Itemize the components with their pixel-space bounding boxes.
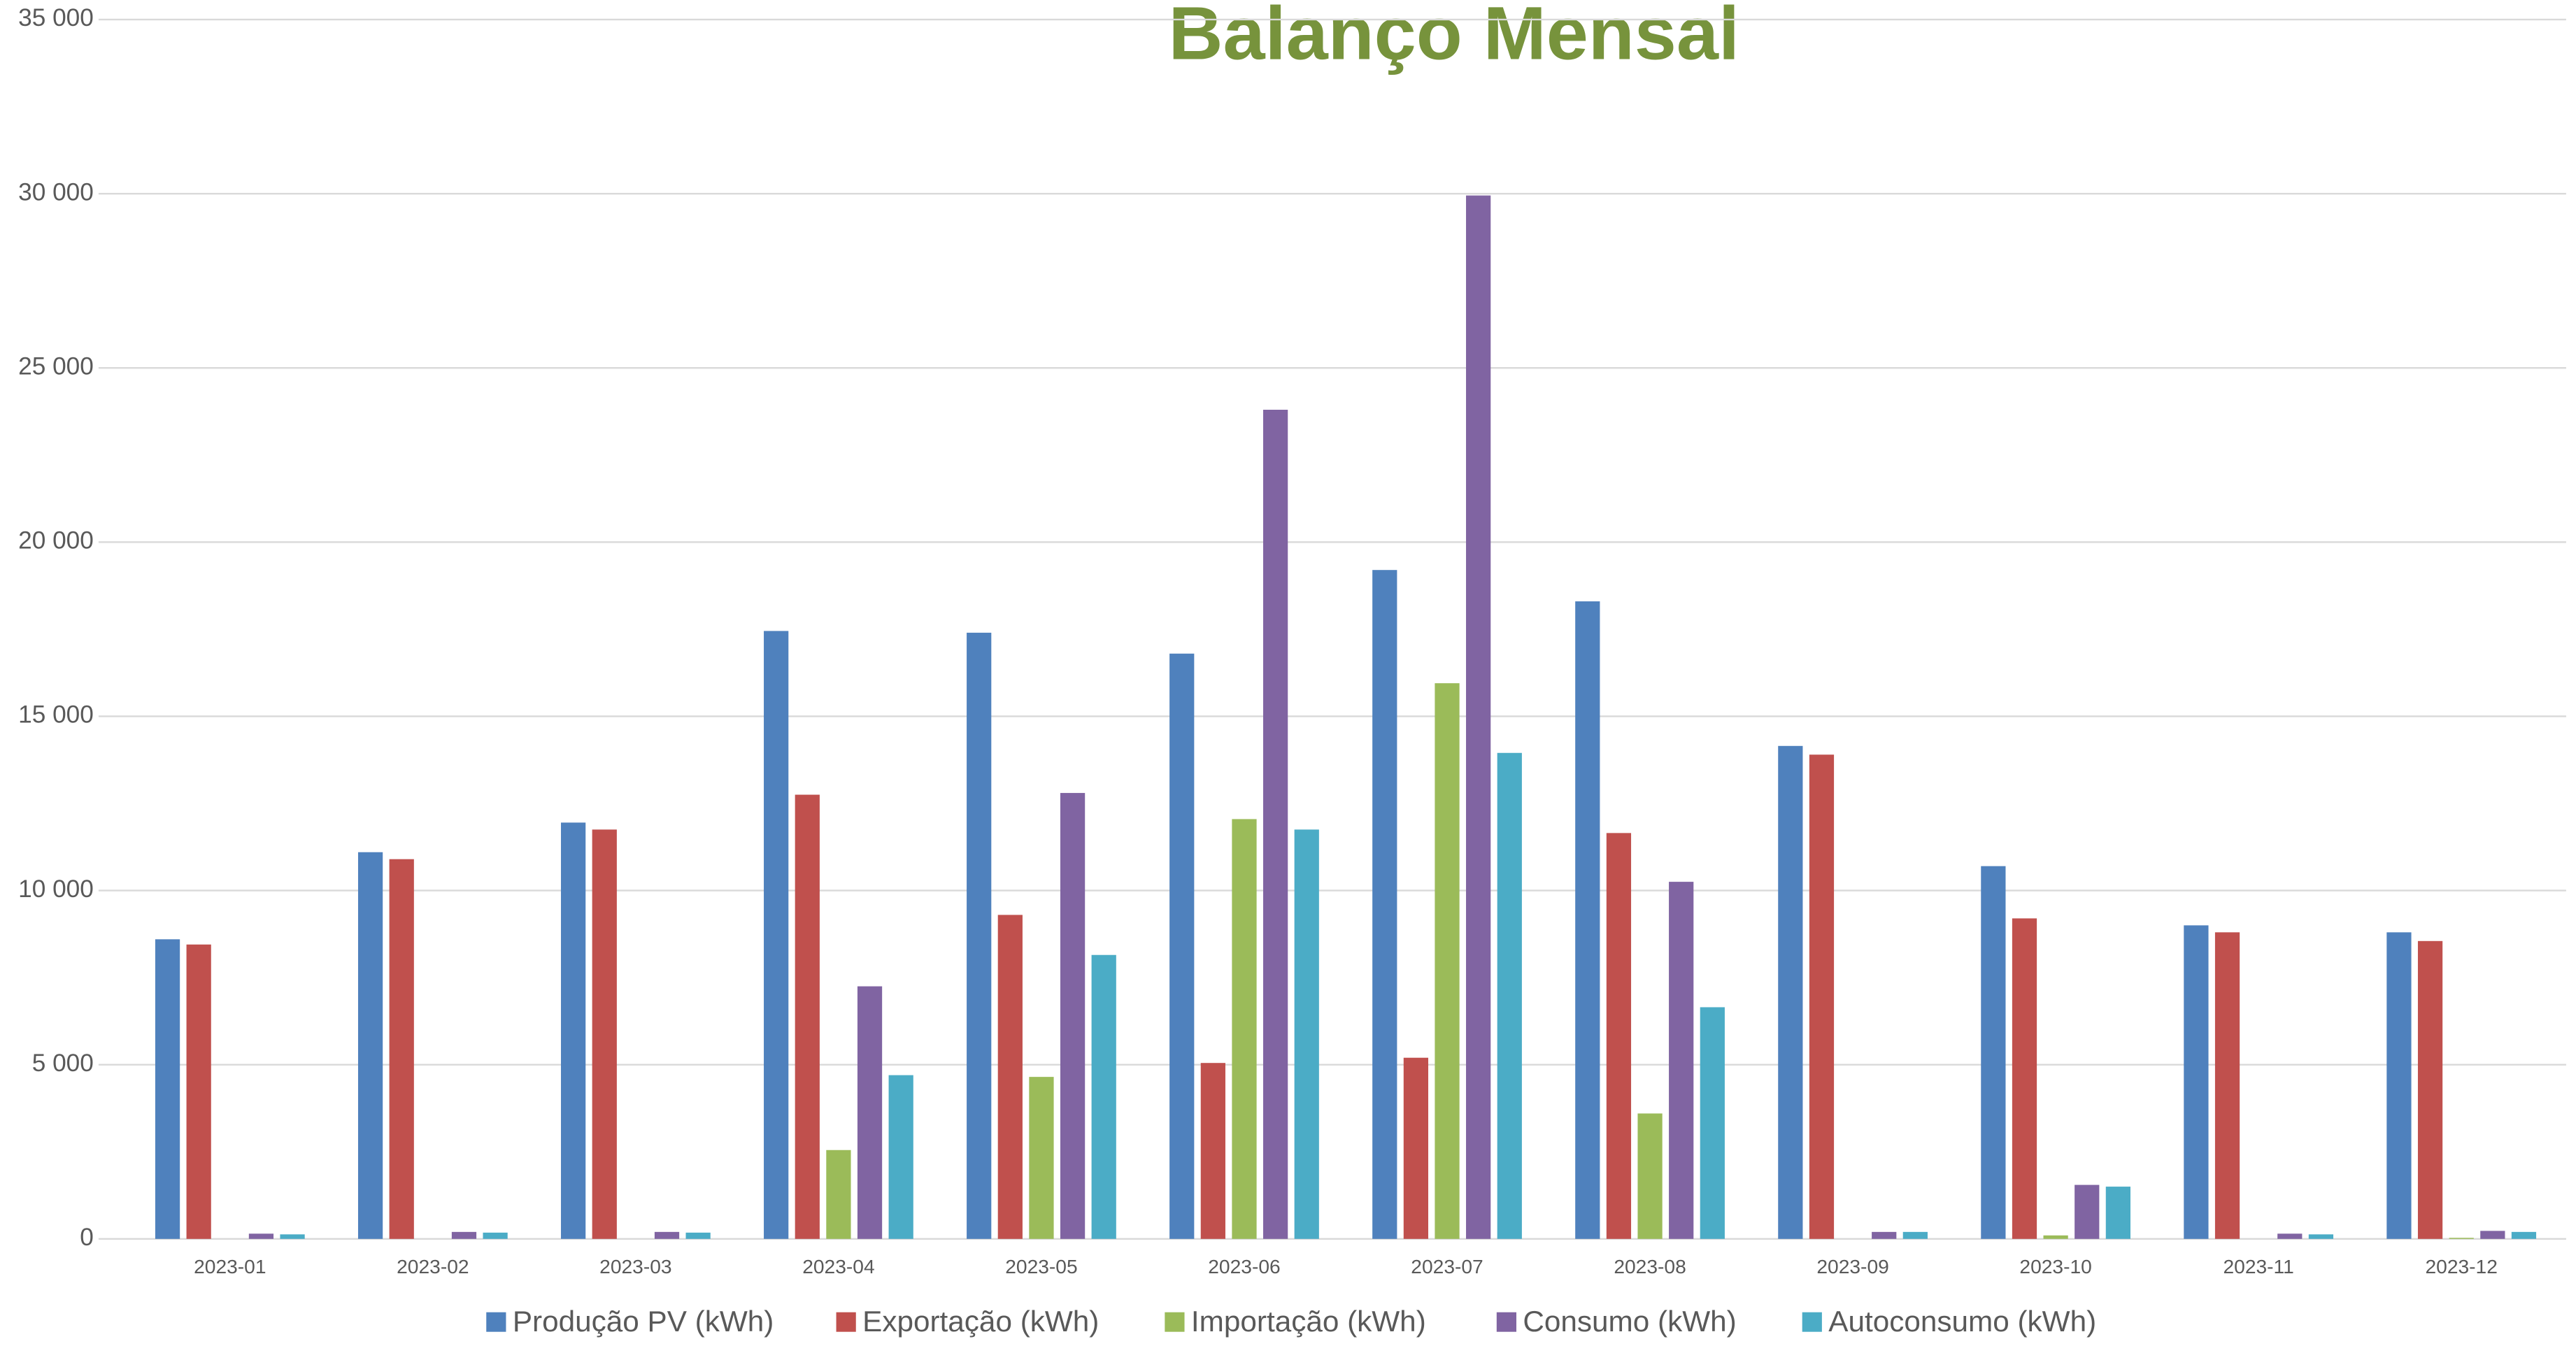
bar	[2308, 1234, 2334, 1239]
y-tick-label: 0	[80, 1224, 94, 1251]
bar	[1091, 954, 1116, 1239]
bar	[1294, 829, 1319, 1239]
bar	[1902, 1231, 1928, 1239]
x-tick-label: 2023-03	[599, 1256, 671, 1277]
bar	[967, 632, 992, 1239]
bar	[1262, 410, 1288, 1239]
bar	[857, 986, 883, 1239]
bar	[1575, 601, 1600, 1239]
x-tick-label: 2023-05	[1005, 1256, 1077, 1277]
bar	[2214, 932, 2240, 1239]
bar	[248, 1233, 274, 1239]
chart-title: Balanço Mensal	[1168, 0, 1739, 75]
bar	[888, 1075, 913, 1239]
y-tick-label: 20 000	[18, 527, 94, 554]
bar	[1606, 833, 1632, 1239]
bar	[1232, 819, 1257, 1239]
legend-swatch	[1802, 1312, 1822, 1332]
bar	[654, 1231, 680, 1239]
bar	[592, 829, 617, 1239]
bar	[1435, 683, 1460, 1239]
x-tick-label: 2023-11	[2223, 1256, 2293, 1277]
y-tick-label: 25 000	[18, 353, 94, 380]
y-tick-label: 30 000	[18, 178, 94, 206]
y-tick-label: 15 000	[18, 701, 94, 729]
legend-label: Importação (kWh)	[1191, 1305, 1426, 1338]
y-tick-label: 35 000	[18, 4, 94, 31]
bar	[1497, 752, 1522, 1239]
bar	[2480, 1231, 2505, 1239]
bar	[1169, 653, 1195, 1239]
bar	[997, 915, 1023, 1239]
bar	[1403, 1057, 1429, 1239]
bar	[1029, 1077, 1054, 1239]
legend-label: Autoconsumo (kWh)	[1828, 1305, 2096, 1338]
legend-label: Consumo (kWh)	[1523, 1305, 1736, 1338]
bar	[2417, 940, 2443, 1239]
bar	[1778, 745, 1803, 1239]
legend-label: Produção PV (kWh)	[513, 1305, 774, 1338]
bar	[2043, 1235, 2068, 1239]
x-tick-label: 2023-07	[1411, 1256, 1483, 1277]
bar	[2075, 1184, 2100, 1239]
bar	[2012, 918, 2037, 1239]
bar	[1060, 793, 1086, 1239]
x-tick-label: 2023-08	[1614, 1256, 1686, 1277]
x-tick-label: 2023-01	[194, 1256, 266, 1277]
bar	[2386, 932, 2412, 1239]
bar	[155, 939, 180, 1239]
bar	[1700, 1007, 1725, 1239]
x-tick-label: 2023-06	[1208, 1256, 1280, 1277]
bar	[389, 859, 414, 1239]
bar	[1372, 570, 1397, 1239]
bar	[1981, 866, 2006, 1239]
bar	[186, 944, 211, 1239]
bar	[357, 852, 383, 1239]
legend-swatch	[486, 1312, 506, 1332]
x-tick-label: 2023-09	[1816, 1256, 1888, 1277]
legend-swatch	[836, 1312, 856, 1332]
bar	[451, 1231, 477, 1239]
bar	[1466, 195, 1491, 1239]
bar	[2277, 1233, 2303, 1239]
bar	[1809, 754, 1835, 1239]
legend-label: Exportação (kWh)	[862, 1305, 1099, 1338]
bar	[483, 1232, 508, 1239]
bar	[280, 1234, 305, 1239]
x-tick-label: 2023-10	[2019, 1256, 2091, 1277]
bar	[685, 1232, 711, 1239]
bar	[2184, 925, 2209, 1239]
bar	[2105, 1187, 2130, 1239]
bar	[1669, 882, 1694, 1239]
legend-swatch	[1496, 1312, 1516, 1332]
bar	[1200, 1063, 1225, 1239]
x-tick-label: 2023-02	[397, 1256, 469, 1277]
legend-swatch	[1165, 1312, 1185, 1332]
bar	[561, 822, 586, 1239]
bar	[795, 794, 820, 1239]
x-tick-label: 2023-04	[802, 1256, 874, 1277]
x-tick-label: 2023-12	[2425, 1256, 2497, 1277]
y-tick-label: 5 000	[32, 1050, 94, 1077]
y-tick-label: 10 000	[18, 875, 94, 903]
bar	[2511, 1231, 2537, 1239]
bar	[826, 1150, 851, 1239]
bar	[1872, 1231, 1897, 1239]
bar	[764, 631, 789, 1239]
bar	[1637, 1113, 1663, 1239]
